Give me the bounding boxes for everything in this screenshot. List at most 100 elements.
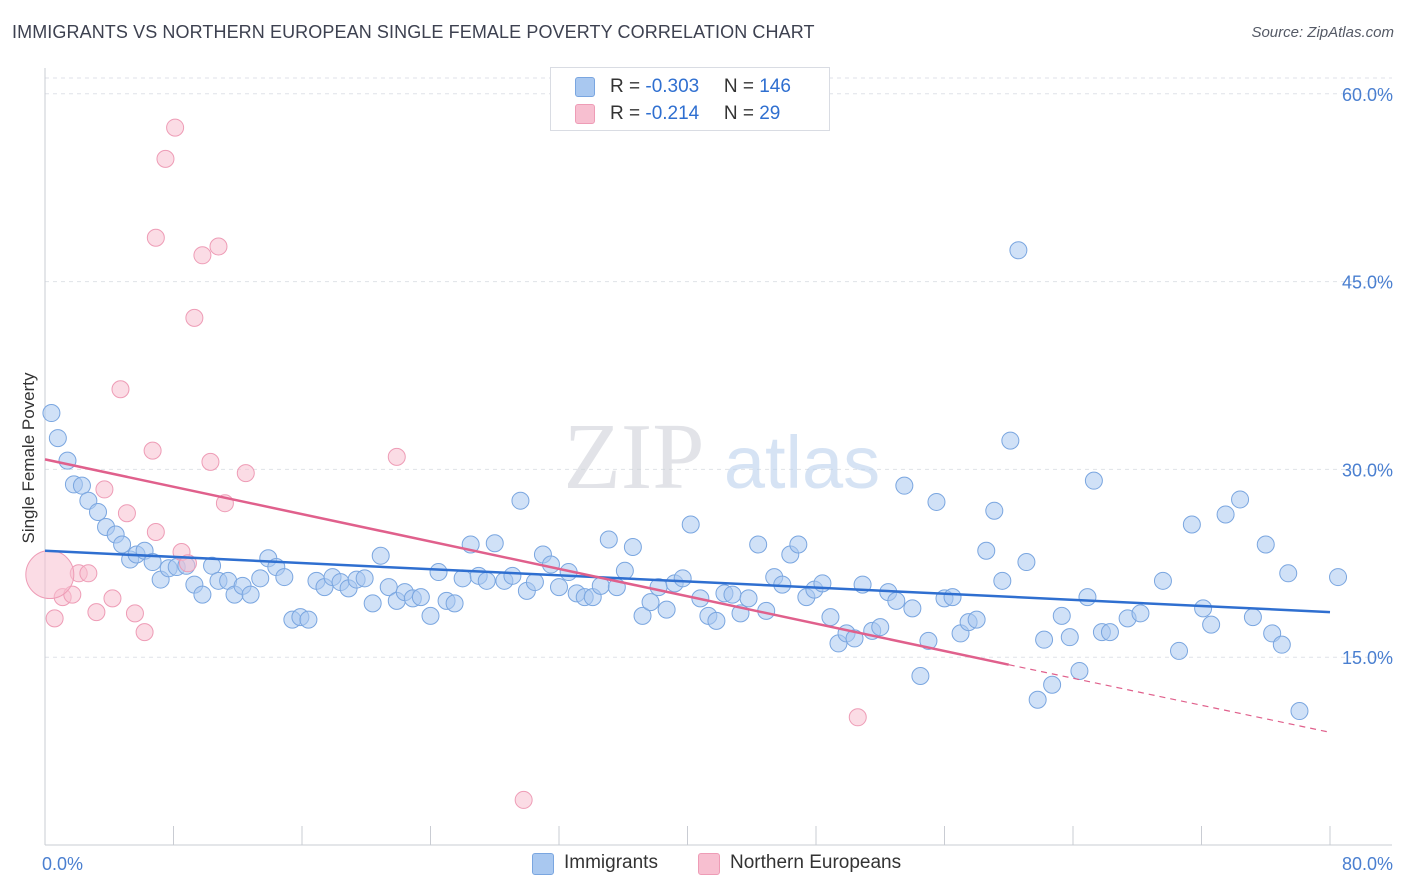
- northern-european-point: [185, 308, 204, 327]
- immigrant-point: [993, 571, 1012, 590]
- immigrant-point: [1170, 641, 1189, 660]
- immigrant-point: [707, 611, 726, 630]
- legend-r-value: -0.214: [645, 103, 700, 124]
- legend-n-label: N =: [723, 76, 760, 97]
- watermark: ZIP atlas: [564, 405, 881, 509]
- immigrant-point: [615, 561, 634, 580]
- immigrant-point: [193, 585, 212, 604]
- y-tick-label: 30.0%: [1342, 460, 1393, 480]
- immigrant-point: [541, 555, 560, 574]
- y-tick-label: 15.0%: [1342, 648, 1393, 668]
- immigrant-point: [749, 535, 768, 554]
- immigrant-point: [789, 535, 808, 554]
- immigrant-point: [633, 606, 652, 625]
- legend-n-label: N =: [723, 103, 760, 124]
- immigrant-point: [1231, 490, 1250, 509]
- series-swatch-immigrants: [532, 853, 554, 875]
- immigrant-point: [1028, 690, 1047, 709]
- immigrant-point: [363, 594, 382, 613]
- legend-r-label: R =: [610, 76, 646, 97]
- immigrant-point: [1084, 471, 1103, 490]
- immigrant-point: [1009, 241, 1028, 260]
- immigrant-point: [445, 594, 464, 613]
- immigrant-point: [845, 629, 864, 648]
- immigrant-point: [943, 588, 962, 607]
- immigrant-point: [1043, 675, 1062, 694]
- northern-european-point: [25, 550, 75, 600]
- northern-europeans-points: [25, 118, 867, 809]
- immigrant-point: [1131, 604, 1150, 623]
- immigrant-point: [1052, 606, 1071, 625]
- northern-european-point: [87, 603, 106, 622]
- immigrant-point: [453, 569, 472, 588]
- immigrant-point: [1100, 623, 1119, 642]
- immigrant-point: [429, 563, 448, 582]
- immigrant-point: [511, 491, 530, 510]
- immigrant-point: [985, 501, 1004, 520]
- immigrant-point: [1243, 608, 1262, 627]
- legend-text-northern: R = -0.214 N = 29: [610, 103, 780, 125]
- northern-european-point: [193, 246, 212, 265]
- immigrant-point: [503, 566, 522, 585]
- immigrant-point: [275, 568, 294, 587]
- immigrant-point: [977, 541, 996, 560]
- legend-text-immigrants: R = -0.303 N = 146: [610, 76, 791, 98]
- immigrant-point: [1256, 535, 1275, 554]
- immigrant-point: [895, 476, 914, 495]
- immigrant-point: [355, 569, 374, 588]
- source-note: Source: ZipAtlas.com: [1251, 24, 1394, 41]
- northern-european-point: [201, 452, 220, 471]
- immigrant-point: [673, 569, 692, 588]
- immigrant-point: [927, 492, 946, 511]
- immigrant-point: [1078, 588, 1097, 607]
- series-label-immigrants: Immigrants: [564, 852, 658, 873]
- northern-trend-extension: [1008, 664, 1331, 733]
- northern-european-point: [848, 708, 867, 727]
- axes: [44, 68, 1392, 846]
- immigrant-point: [623, 538, 642, 557]
- immigrant-point: [72, 476, 91, 495]
- immigrants-points: [42, 241, 1348, 721]
- series-swatch-northern: [698, 853, 720, 875]
- northern-european-point: [95, 480, 114, 499]
- immigrant-point: [681, 515, 700, 534]
- grid-lines: [45, 77, 1392, 658]
- immigrant-point: [89, 502, 108, 521]
- immigrant-point: [143, 553, 162, 572]
- immigrant-point: [887, 591, 906, 610]
- immigrant-point: [1216, 505, 1235, 524]
- immigrant-point: [1035, 630, 1054, 649]
- northern-european-point: [125, 604, 144, 623]
- immigrant-point: [911, 666, 930, 685]
- immigrant-point: [919, 631, 938, 650]
- northern-european-point: [117, 504, 136, 523]
- legend-swatch-immigrants: [575, 77, 595, 97]
- northern-european-point: [146, 228, 165, 247]
- immigrant-point: [1272, 635, 1291, 654]
- immigrant-point: [1070, 661, 1089, 680]
- immigrants-trend-line: [44, 549, 1331, 614]
- immigrant-point: [371, 546, 390, 565]
- legend-n-value: 146: [759, 76, 791, 97]
- immigrant-point: [251, 569, 270, 588]
- legend-swatch-northern: [575, 104, 595, 124]
- northern-european-point: [166, 118, 185, 137]
- immigrant-point: [48, 429, 67, 448]
- northern-european-point: [135, 623, 154, 642]
- immigrant-point: [641, 593, 660, 612]
- trend-lines: [44, 458, 1331, 733]
- northern-european-point: [146, 522, 165, 541]
- northern-european-point: [143, 441, 162, 460]
- immigrant-point: [550, 578, 568, 597]
- immigrant-point: [723, 585, 742, 604]
- immigrant-point: [421, 606, 440, 625]
- immigrant-point: [477, 571, 496, 590]
- immigrant-point: [967, 610, 986, 629]
- northern-european-point: [209, 237, 228, 256]
- northern-european-point: [514, 790, 533, 809]
- x-tick-label-max: 80.0%: [1342, 854, 1393, 874]
- immigrant-point: [411, 588, 430, 607]
- immigrant-point: [1017, 553, 1036, 572]
- immigrant-point: [599, 530, 618, 549]
